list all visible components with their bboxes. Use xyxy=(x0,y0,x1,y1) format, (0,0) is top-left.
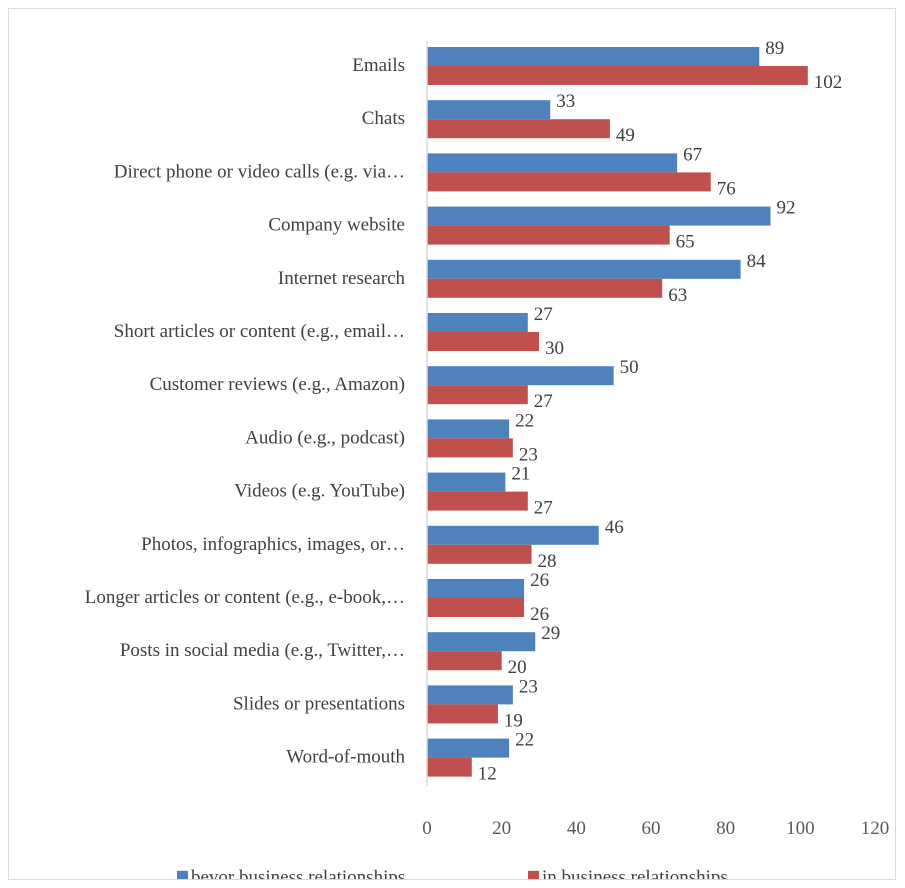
data-label: 27 xyxy=(534,498,553,519)
bar-bevor-business xyxy=(427,472,506,492)
bar-in-business xyxy=(427,278,663,298)
data-label: 50 xyxy=(620,357,639,378)
data-label: 21 xyxy=(511,464,530,485)
category-label: Direct phone or video calls (e.g. via… xyxy=(114,161,405,182)
legend-label-bevor: bevor business relationships xyxy=(191,867,405,879)
data-label: 26 xyxy=(530,570,549,591)
bar-bevor-business xyxy=(427,419,510,439)
legend-swatch-in xyxy=(528,870,539,879)
data-label: 92 xyxy=(776,198,795,219)
bar-in-business xyxy=(427,66,808,85)
bar-bevor-business xyxy=(427,632,536,652)
data-label: 20 xyxy=(508,657,527,678)
category-label: Videos (e.g. YouTube) xyxy=(234,481,405,502)
bar-in-business xyxy=(427,704,498,724)
bar-in-business xyxy=(427,651,502,671)
data-label: 76 xyxy=(717,178,736,199)
x-tick-label: 60 xyxy=(642,818,661,839)
category-label: Emails xyxy=(352,55,405,76)
bar-in-business xyxy=(427,757,472,777)
bar-bevor-business xyxy=(427,366,614,386)
data-label: 65 xyxy=(676,232,695,253)
data-label: 22 xyxy=(515,730,534,751)
bar-bevor-business xyxy=(427,579,525,598)
data-label: 89 xyxy=(765,38,784,59)
category-label: Photos, infographics, images, or… xyxy=(141,534,405,555)
data-label: 27 xyxy=(534,304,553,325)
x-tick-label: 20 xyxy=(492,818,511,839)
data-label: 49 xyxy=(616,125,635,146)
data-label: 30 xyxy=(545,338,564,359)
data-label: 23 xyxy=(519,444,538,465)
bar-bevor-business xyxy=(427,47,760,66)
category-label: Company website xyxy=(268,215,405,236)
category-label: Customer reviews (e.g., Amazon) xyxy=(150,374,405,395)
bar-in-business xyxy=(427,172,711,192)
category-label: Internet research xyxy=(278,268,406,289)
bar-in-business xyxy=(427,438,513,458)
bar-bevor-business xyxy=(427,100,551,120)
bar-chart: 8910233496776926584632730502722232127462… xyxy=(85,38,890,879)
bar-in-business xyxy=(427,225,670,245)
bar-bevor-business xyxy=(427,525,599,545)
bar-bevor-business xyxy=(427,259,741,279)
data-label: 67 xyxy=(683,144,702,165)
legend-swatch-bevor xyxy=(177,870,188,879)
data-label: 19 xyxy=(504,710,523,731)
bar-in-business xyxy=(427,332,539,351)
data-label: 26 xyxy=(530,604,549,625)
chart-frame: 89 102 33 49 67 76 92 65 84 63 27 30 50 27 22 23 21 27 46 2… xyxy=(8,8,896,880)
bar-bevor-business xyxy=(427,153,678,173)
bar-in-business xyxy=(427,491,528,511)
data-label: 63 xyxy=(668,285,687,306)
data-label: 27 xyxy=(534,391,553,412)
data-label: 22 xyxy=(515,410,534,431)
bar-in-business xyxy=(427,544,532,564)
data-label: 12 xyxy=(478,764,497,785)
category-label: Chats xyxy=(362,108,405,129)
data-label: 84 xyxy=(747,251,767,272)
bar-bevor-business xyxy=(427,738,510,758)
bar-bevor-business xyxy=(427,313,528,332)
category-label: Short articles or content (e.g., email… xyxy=(114,321,405,342)
data-label: 29 xyxy=(541,623,560,644)
x-tick-label: 0 xyxy=(422,818,432,839)
legend-label-in: in business relationships xyxy=(542,867,728,879)
bar-bevor-business xyxy=(427,206,771,226)
x-tick-label: 120 xyxy=(861,818,890,839)
data-label: 23 xyxy=(519,676,538,697)
x-tick-label: 80 xyxy=(716,818,735,839)
category-label: Audio (e.g., podcast) xyxy=(245,427,405,448)
data-label: 33 xyxy=(556,91,575,112)
category-label: Word-of-mouth xyxy=(286,747,405,768)
category-label: Longer articles or content (e.g., e-book… xyxy=(85,587,405,608)
data-label: 28 xyxy=(538,551,557,572)
bar-in-business xyxy=(427,598,525,617)
x-tick-label: 100 xyxy=(786,818,815,839)
bar-bevor-business xyxy=(427,685,513,705)
data-label: 46 xyxy=(605,517,624,538)
x-tick-label: 40 xyxy=(567,818,586,839)
category-label: Posts in social media (e.g., Twitter,… xyxy=(120,640,405,661)
bar-in-business xyxy=(427,385,528,405)
category-label: Slides or presentations xyxy=(233,693,405,714)
bar-in-business xyxy=(427,119,610,139)
data-label: 102 xyxy=(814,72,843,93)
